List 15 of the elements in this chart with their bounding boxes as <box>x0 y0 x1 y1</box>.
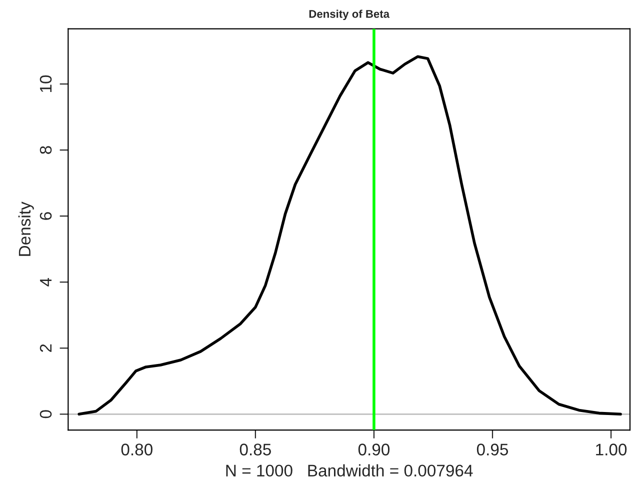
y-tick-label: 2 <box>40 344 52 352</box>
y-tick-label: 4 <box>40 278 52 286</box>
x-tick-label: 0.80 <box>121 444 152 456</box>
x-tick-label: 0.85 <box>240 444 271 456</box>
y-tick-label: 6 <box>40 212 52 220</box>
y-tick-label: 10 <box>40 75 52 92</box>
chart-title: Density of Beta <box>309 10 390 20</box>
x-tick-label: 0.95 <box>476 444 508 456</box>
x-tick-label: 1.00 <box>596 444 627 456</box>
line-series <box>78 55 622 416</box>
y-tick-label: 8 <box>40 146 52 154</box>
x-tick-label: 0.90 <box>358 444 390 456</box>
y-axis-title: Density <box>18 202 34 256</box>
x-axis-title: N = 1000 Bandwidth = 0.007964 <box>226 464 473 477</box>
y-tick-label: 0 <box>40 410 52 418</box>
